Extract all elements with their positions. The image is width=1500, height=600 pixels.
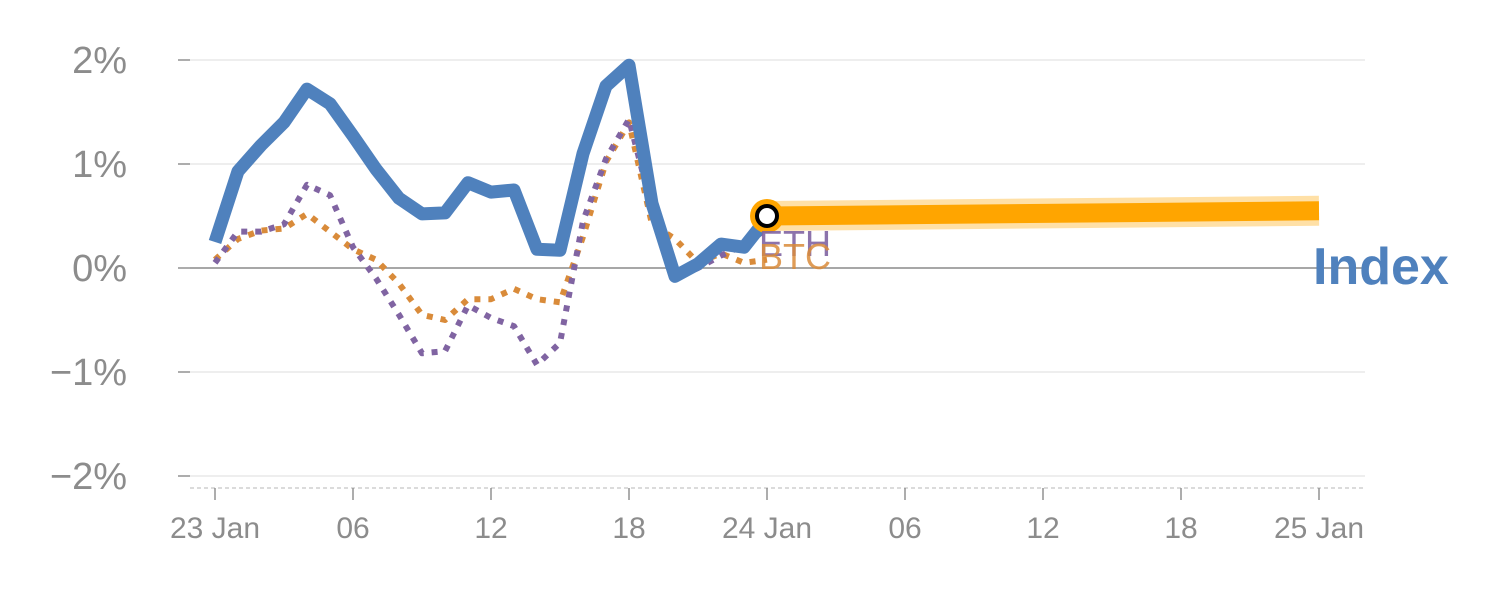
markers bbox=[750, 199, 784, 233]
series-label-btc: BTC bbox=[759, 236, 831, 277]
series-label-index: Index bbox=[1313, 238, 1449, 296]
x-tick-label: 24 Jan bbox=[722, 512, 812, 545]
series-label-eth: ETH bbox=[759, 223, 831, 264]
y-tick-label: −1% bbox=[50, 352, 127, 394]
x-tick-label: 06 bbox=[336, 512, 369, 545]
x-tick-label: 06 bbox=[888, 512, 921, 545]
y-tick-label: 1% bbox=[72, 144, 127, 186]
axes: 2% 1% 0% −1% −2% 23 Jan 06 12 18 24 Jan 06 12 18 25 J… bbox=[50, 40, 1365, 545]
x-tick-label: 18 bbox=[612, 512, 645, 545]
series-line-btc bbox=[212, 119, 768, 323]
projection-line bbox=[766, 201, 1320, 226]
x-tick-label: 12 bbox=[474, 512, 507, 545]
y-tick-label: −2% bbox=[50, 456, 127, 498]
series-labels: ETH BTC Index bbox=[759, 223, 1449, 296]
y-tick-label: 2% bbox=[72, 40, 127, 82]
series-lines bbox=[208, 58, 1320, 368]
x-tick-label: 23 Jan bbox=[170, 512, 260, 545]
series-line-eth bbox=[212, 116, 769, 368]
y-tick-label: 0% bbox=[72, 248, 127, 290]
x-tick-label: 25 Jan bbox=[1274, 512, 1364, 545]
x-tick-label: 18 bbox=[1164, 512, 1197, 545]
current-point-marker bbox=[755, 204, 779, 228]
series-line-index bbox=[208, 58, 773, 283]
x-tick-label: 12 bbox=[1026, 512, 1059, 545]
